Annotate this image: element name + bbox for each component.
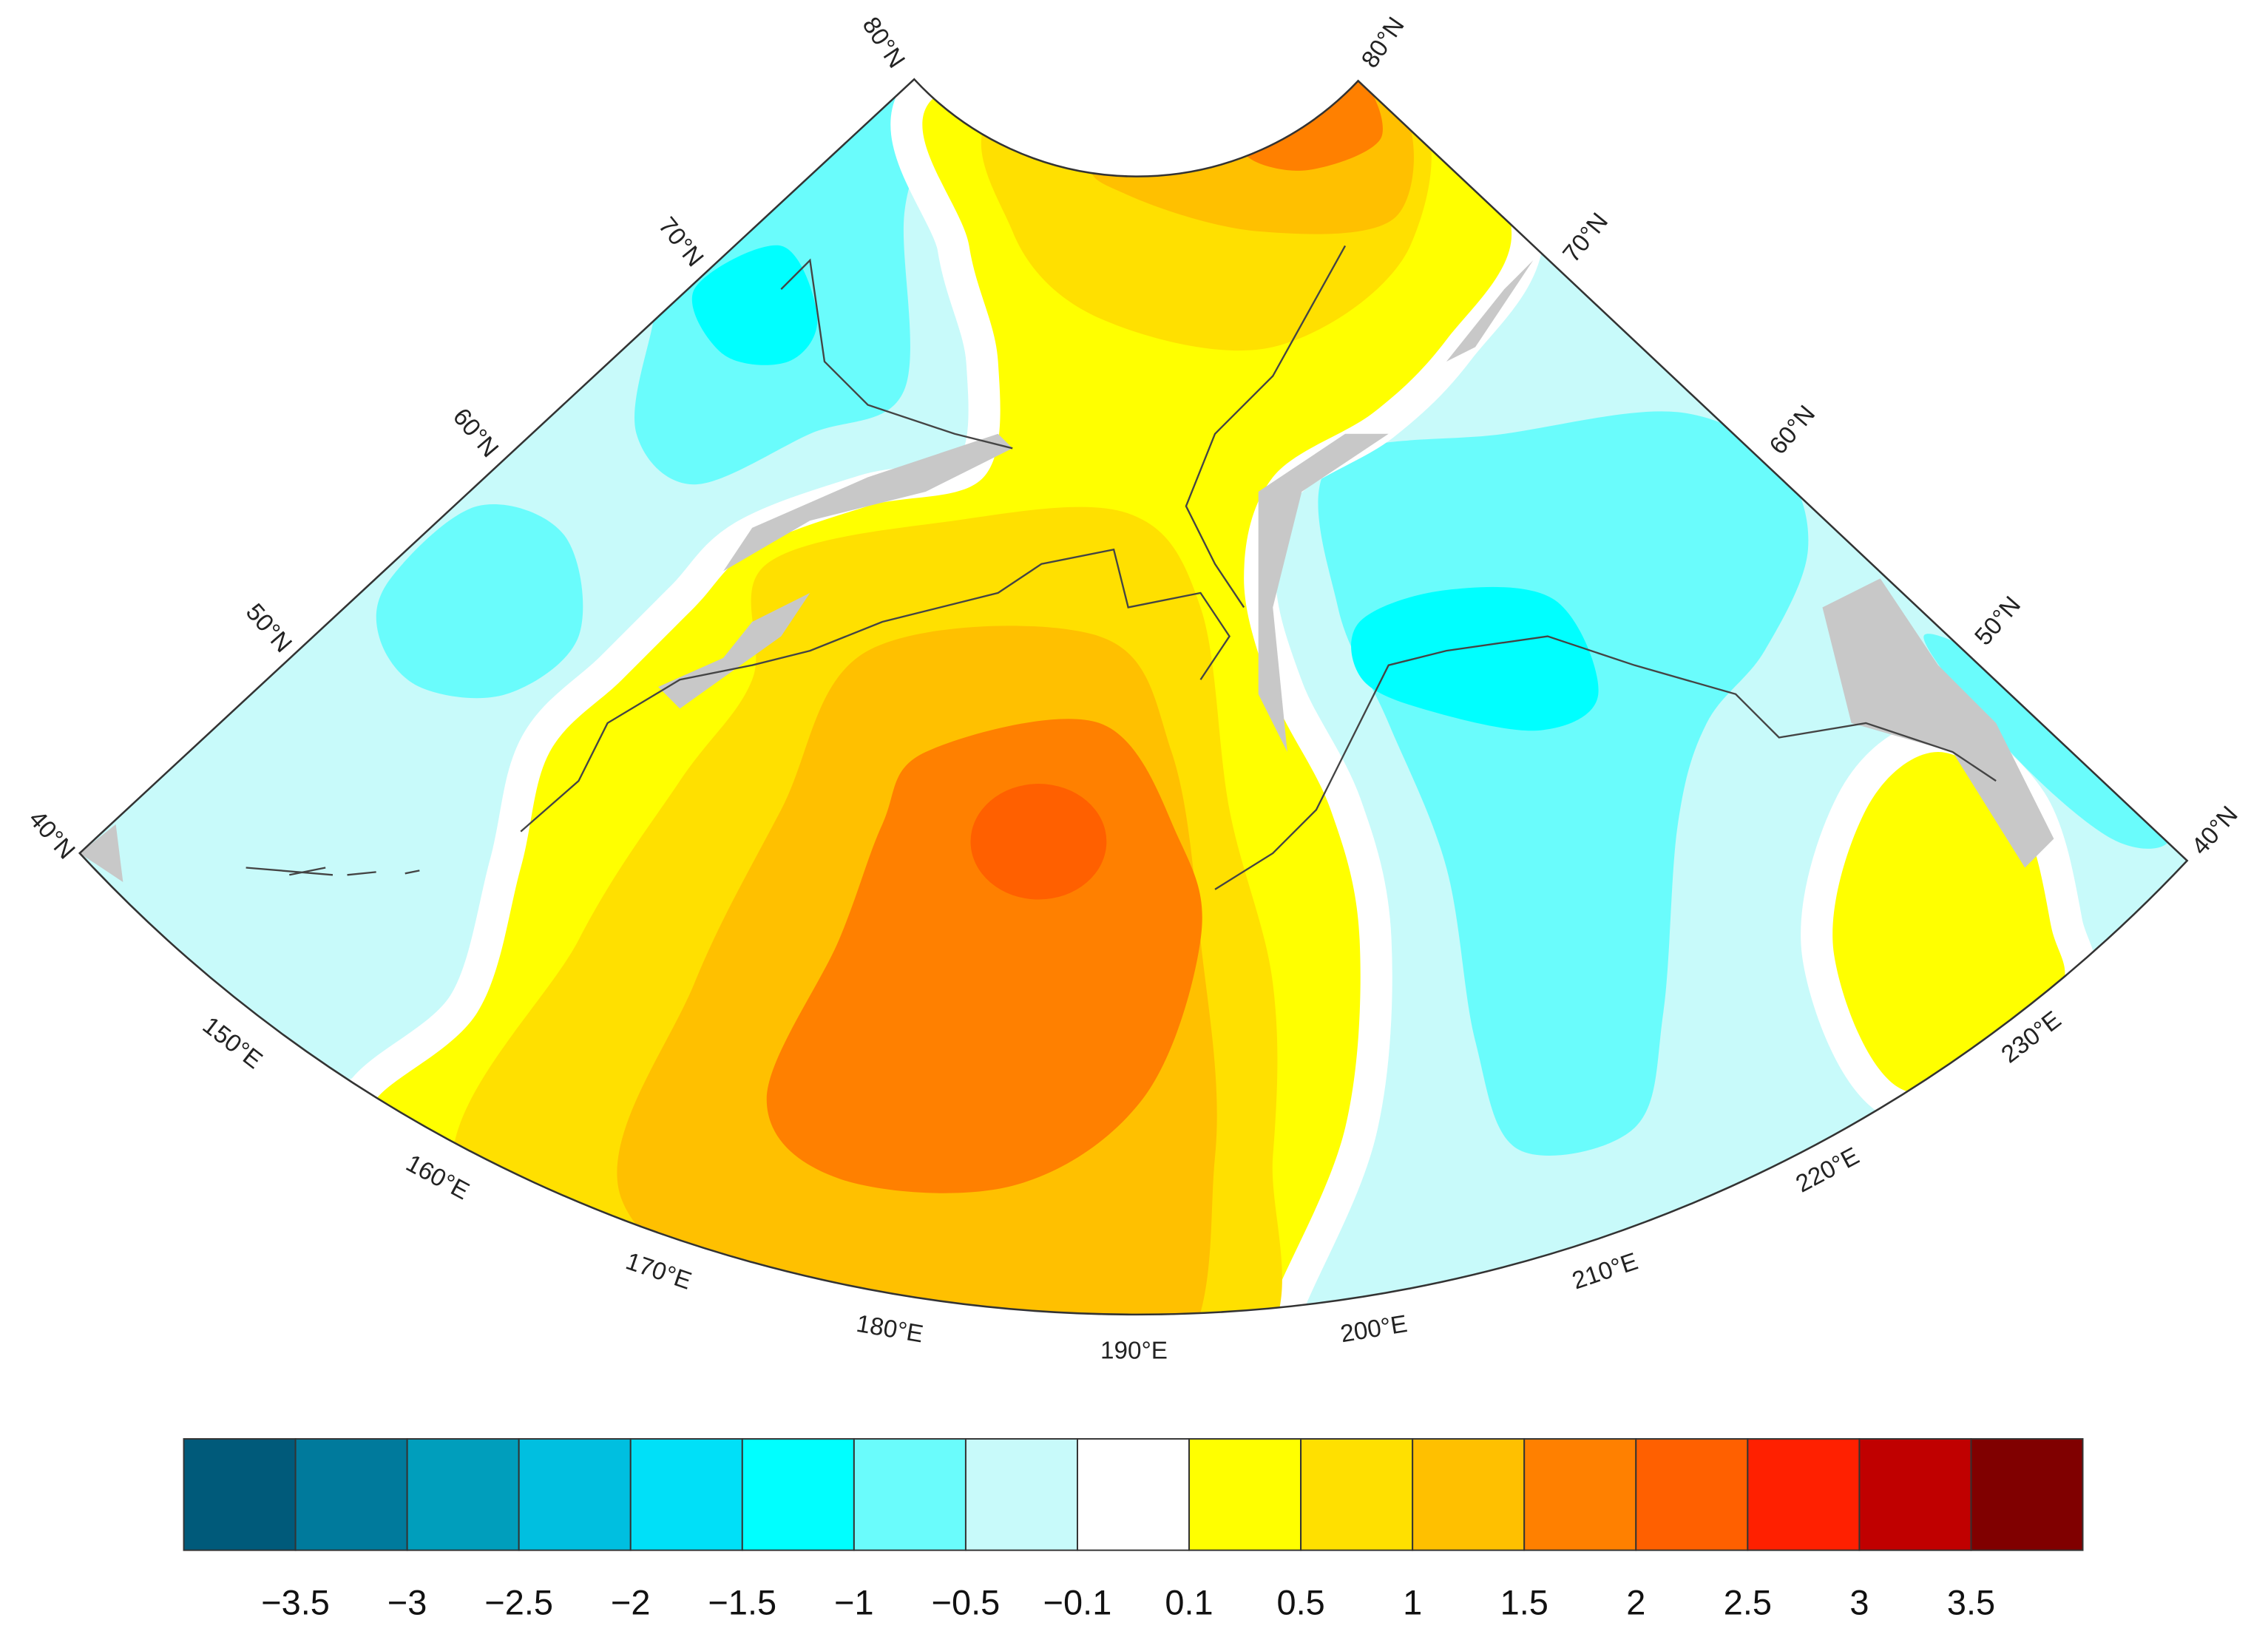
colorbar-label: 1 — [1403, 1583, 1422, 1621]
lat-label: 50°N — [1969, 592, 2026, 651]
colorbar-swatch — [1858, 1438, 1972, 1551]
colorbar-label: 3 — [1849, 1583, 1869, 1621]
coastline — [1214, 635, 1997, 890]
lat-label: 80°N — [857, 13, 910, 73]
colorbar-swatch — [1300, 1438, 1414, 1551]
coastline — [780, 258, 1013, 450]
land-mask — [1258, 433, 1389, 753]
contour-region — [376, 504, 583, 699]
coastline — [1185, 245, 1347, 609]
colorbar-swatch — [853, 1438, 967, 1551]
colorbar-swatch — [183, 1438, 297, 1551]
colorbar-label: −1.5 — [708, 1583, 776, 1621]
land-mask — [79, 824, 123, 883]
contour-region — [691, 245, 818, 365]
lon-label: 210°E — [1569, 1248, 1642, 1295]
lon-label: 150°E — [197, 1011, 268, 1074]
contour-region — [1351, 586, 1599, 731]
contour-region — [970, 784, 1107, 900]
coastline — [520, 548, 1231, 833]
lat-label: 40°N — [23, 805, 80, 864]
colorbar-swatch — [1412, 1438, 1526, 1551]
colorbar-swatch — [1077, 1438, 1191, 1551]
lat-label: 50°N — [240, 599, 297, 658]
colorbar-swatch — [1188, 1438, 1302, 1551]
colorbar-swatch — [294, 1438, 408, 1551]
lon-label: 170°E — [623, 1247, 695, 1295]
colorbar-label: −0.1 — [1043, 1583, 1112, 1621]
colorbar-label: 2 — [1626, 1583, 1645, 1621]
contour-region — [1923, 634, 2170, 849]
colorbar-label: 0.5 — [1276, 1583, 1324, 1621]
colorbar-swatch — [964, 1438, 1078, 1551]
lat-label: 40°N — [2187, 801, 2244, 860]
colorbar-swatch — [1970, 1438, 2084, 1551]
lon-label: 200°E — [1338, 1310, 1409, 1348]
lon-label: 160°E — [402, 1150, 474, 1206]
colorbar-swatch — [629, 1438, 743, 1551]
colorbar-swatch — [1635, 1438, 1749, 1551]
colorbar-label: −1 — [834, 1583, 874, 1621]
colorbar-label: 3.5 — [1947, 1583, 1995, 1621]
land-mask — [658, 592, 810, 709]
colorbar-swatch — [406, 1438, 520, 1551]
contour-region — [1243, 79, 1383, 171]
colorbar-label: −3 — [387, 1583, 427, 1621]
land — [79, 260, 2054, 883]
colorbar-label: −3.5 — [261, 1583, 330, 1621]
land-mask — [1822, 578, 2054, 868]
lon-label: 180°E — [854, 1310, 925, 1349]
colorbar-label: 1.5 — [1500, 1583, 1548, 1621]
field-contours — [293, 79, 2170, 1315]
colorbar-swatch — [1747, 1438, 1861, 1551]
lat-label: 70°N — [653, 212, 708, 272]
colorbar-swatch — [1523, 1438, 1637, 1551]
lat-label: 60°N — [447, 403, 504, 463]
colorbar-label: −2 — [611, 1583, 651, 1621]
coastline — [246, 867, 420, 876]
land-mask — [723, 433, 1013, 572]
map-frame — [78, 78, 2189, 1316]
coastlines — [246, 245, 1997, 890]
colorbar-label: −0.5 — [932, 1583, 1001, 1621]
land-mask — [1446, 260, 1534, 362]
colorbar-swatch — [741, 1438, 855, 1551]
lat-label: 70°N — [1558, 208, 1614, 268]
lat-label: 80°N — [1356, 13, 1410, 73]
map-fill — [79, 79, 2187, 1315]
colorbar-label: 2.5 — [1724, 1583, 1772, 1621]
colorbar: −3.5 −3 −2.5 −2 −1.5 −1 −0.5 −0.1 0.1 0.5 1 1.5 2 2.5… — [183, 1438, 2084, 1621]
colorbar-label: −2.5 — [484, 1583, 553, 1621]
lon-label: 190°E — [1100, 1337, 1168, 1364]
lat-label: 60°N — [1764, 400, 1821, 460]
colorbar-swatch — [518, 1438, 632, 1551]
colorbar-label: 0.1 — [1165, 1583, 1213, 1621]
